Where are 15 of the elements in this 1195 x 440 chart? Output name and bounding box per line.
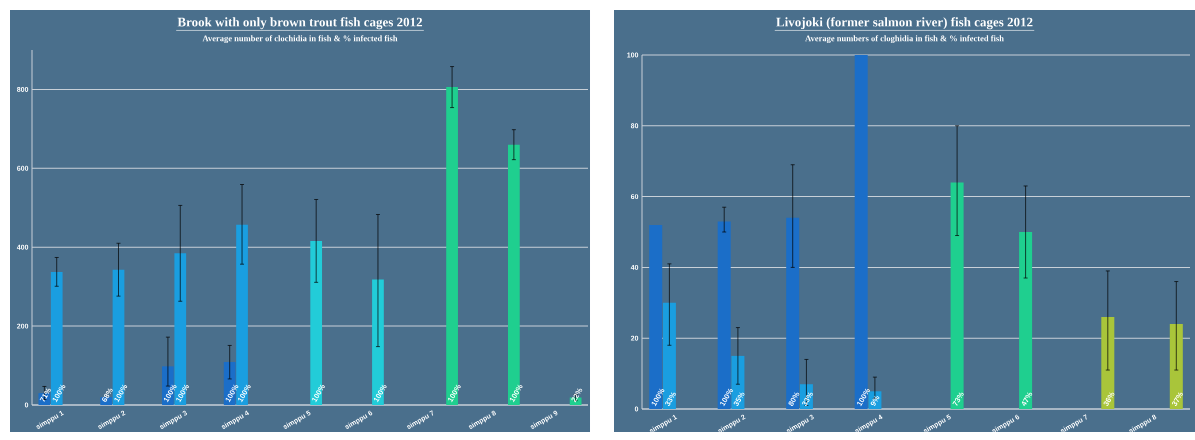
bar bbox=[1169, 324, 1183, 409]
chart-title: Livojoki (former salmon river) fish cages 2012 bbox=[776, 17, 1033, 30]
bar bbox=[1101, 316, 1115, 409]
bar bbox=[1019, 232, 1033, 409]
chart-subtitle: Average number of clochidia in fish & % infected fish bbox=[202, 35, 398, 44]
chart-subtitle: Average numbers of cloghidia in fish & % infected fish bbox=[805, 35, 1004, 44]
bar bbox=[717, 221, 731, 409]
bar bbox=[731, 355, 745, 409]
bar bbox=[786, 217, 800, 409]
bar bbox=[649, 224, 663, 409]
bar bbox=[112, 269, 125, 405]
bar bbox=[310, 240, 323, 405]
chart-title: Brook with only brown trout fish cages 2012 bbox=[177, 17, 423, 30]
bar bbox=[950, 182, 964, 409]
bar bbox=[854, 55, 868, 409]
